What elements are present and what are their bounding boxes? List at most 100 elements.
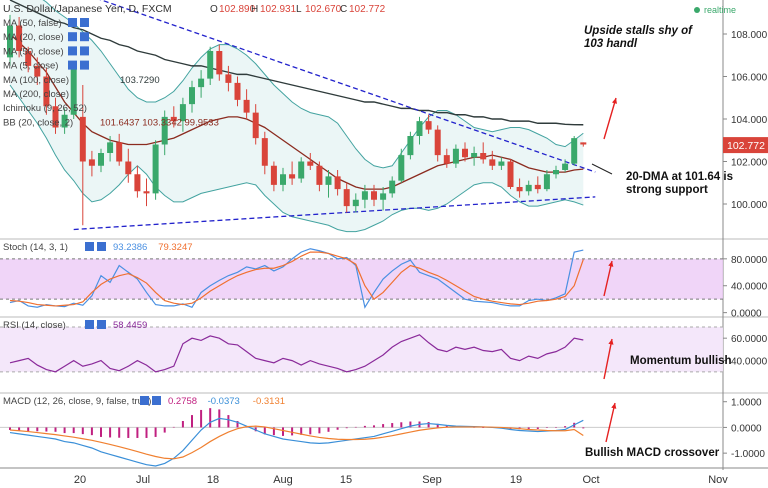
macd-hist-bar	[45, 427, 48, 432]
indicator-legend-row: MA (5, close)	[3, 60, 89, 72]
ohlc-label: O	[210, 4, 218, 15]
indicator-label: BB (20, close, 2)	[3, 117, 73, 128]
candle-body	[88, 159, 95, 166]
chart-header: U.S. Dollar/Japanese Yen, D, FXCM O 102.89…	[3, 3, 736, 15]
candle-body	[125, 161, 132, 175]
bb-lower-line	[9, 84, 584, 233]
candle	[480, 142, 487, 164]
macd-hist-bar	[236, 421, 239, 428]
annotation-arrow-icon	[603, 97, 617, 140]
rsi-line	[9, 334, 584, 373]
indicator-label: Ichimoku (9, 26, 52)	[3, 103, 87, 114]
candle-body	[16, 25, 23, 51]
candle	[207, 46, 214, 85]
candle	[452, 144, 459, 168]
indicator-label: MA (100, close)	[3, 75, 69, 86]
macd-hist-bar	[136, 427, 139, 438]
annotation-arrow-icon	[603, 338, 614, 380]
indicator-legend-row: Ichimoku (9, 26, 52)	[3, 103, 87, 114]
candle	[316, 161, 323, 192]
indicator-toggle-icon	[68, 46, 77, 56]
ma100-line	[9, 0, 584, 126]
macd-hist-bar	[309, 427, 312, 435]
macd-hist-bar	[172, 426, 175, 428]
macd-hist-bar	[291, 427, 294, 436]
price-axis-tick-label: 100.000	[731, 200, 768, 211]
macd-hist-bar	[9, 427, 11, 430]
candle	[179, 97, 186, 132]
candle	[252, 104, 259, 145]
macd-hist-bar	[263, 427, 266, 435]
macd-hist-bar	[181, 421, 184, 428]
indicator-label: MA (50, false)	[3, 18, 62, 29]
macd-hist-bar	[27, 427, 30, 432]
candle-body	[361, 191, 368, 200]
macd-hist-bar	[227, 415, 230, 428]
candle	[471, 146, 478, 166]
candle	[580, 142, 587, 147]
indicator-toggle-icon	[68, 60, 77, 70]
candle	[243, 89, 250, 119]
candle	[416, 116, 423, 145]
indicator-legend-row: MA (200, close)	[3, 89, 69, 100]
candle	[98, 148, 104, 173]
candle	[116, 133, 123, 166]
candle	[553, 165, 559, 179]
ohlc-value: 102.670	[305, 4, 342, 15]
candle	[125, 148, 132, 183]
stoch-axis-tick-label: 0.0000	[731, 309, 762, 320]
candle	[307, 153, 314, 170]
price-axis-tick-label: 102.000	[731, 158, 768, 169]
candle	[380, 187, 387, 211]
macd-hist-bar	[445, 425, 448, 428]
realtime-dot	[694, 7, 700, 13]
rsi-band-fill	[0, 326, 723, 372]
candle-body	[534, 184, 541, 190]
indicator-legend-row: MA (50, false)	[3, 18, 89, 29]
candle	[562, 159, 569, 173]
macd-hist-bar	[163, 427, 166, 433]
candle-body	[434, 129, 441, 156]
candle-body	[34, 65, 41, 77]
macd-hist-bar	[72, 427, 75, 434]
candle-body	[498, 161, 505, 166]
candle-body	[207, 51, 214, 79]
indicator-legend-row: MA (100, close) 103.7290	[3, 75, 160, 86]
macd-hist-bar	[100, 427, 102, 437]
pane-toggle-icon	[85, 242, 94, 251]
candle	[161, 110, 168, 156]
ohlc-label: C	[340, 4, 347, 15]
candle	[43, 68, 50, 115]
symbol-title: U.S. Dollar/Japanese Yen, D, FXCM	[3, 3, 172, 15]
candle-body	[516, 187, 523, 192]
candle	[216, 44, 223, 81]
candle-body	[416, 121, 423, 136]
macd-hist-bar	[282, 427, 284, 436]
candle	[79, 85, 86, 226]
ohlc-value: 102.772	[349, 4, 386, 15]
rsi-axis-tick-label: 60.0000	[731, 334, 768, 345]
indicator-toggle-icon	[68, 18, 77, 27]
candle	[434, 125, 441, 162]
annotation-arrow-icon	[603, 260, 614, 297]
candle	[280, 167, 286, 192]
time-axis-label: 19	[510, 474, 522, 486]
indicator-settings-icon	[80, 32, 89, 42]
macd-hist-bar	[354, 426, 357, 428]
candle-body	[425, 121, 432, 130]
macd-hist-bar	[18, 427, 21, 431]
candle	[361, 184, 368, 209]
stoch-axis-tick-label: 40.0000	[731, 282, 768, 293]
indicator-value: 101.6437 103.3342 99.9533	[100, 117, 219, 128]
time-axis-label: 20	[74, 474, 86, 486]
candle-body	[580, 142, 587, 145]
time-axis-label: 18	[207, 474, 219, 486]
candle-body	[243, 99, 250, 113]
ohlc-value: 102.890	[219, 4, 256, 15]
macd-hist-bar	[81, 427, 84, 435]
candle	[325, 170, 332, 198]
time-axis-label: 15	[340, 474, 352, 486]
macd-hist-bar	[272, 427, 275, 436]
